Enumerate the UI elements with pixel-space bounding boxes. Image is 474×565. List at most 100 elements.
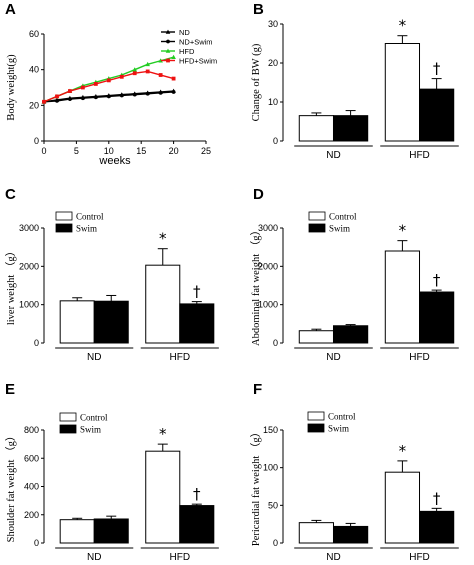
significance-mark: * [399, 442, 407, 460]
bar [419, 291, 455, 344]
bar [179, 505, 215, 544]
data-point [93, 95, 98, 100]
bar [332, 325, 369, 344]
bar [332, 525, 369, 544]
panel-letter-E: E [5, 381, 15, 398]
legend-marker [166, 58, 170, 63]
panel-letter-A: A [5, 1, 16, 18]
data-point [171, 54, 176, 59]
bar [384, 471, 421, 544]
data-point [55, 98, 59, 103]
significance-mark: † [193, 283, 201, 301]
y-tick-label: 0 [34, 538, 39, 548]
y-tick-label: 0 [273, 538, 278, 548]
data-point [119, 93, 124, 98]
category-label: ND [87, 352, 101, 363]
y-tick-label: 400 [24, 482, 39, 492]
y-tick-label: 200 [24, 510, 39, 520]
y-tick-label: 1000 [258, 300, 278, 310]
bar [384, 43, 421, 142]
data-point [55, 94, 59, 99]
bar [298, 115, 334, 142]
bar [179, 303, 215, 344]
bar [59, 519, 95, 544]
bar [93, 300, 129, 344]
data-point [171, 76, 176, 81]
legend-label: HFD [179, 47, 195, 56]
data-point [80, 85, 85, 90]
y-tick-label: 50 [268, 500, 278, 510]
legend-label: HFD+Swim [179, 57, 217, 66]
y-tick-label: 60 [29, 29, 39, 39]
data-point [68, 89, 72, 93]
panel-letter-F: F [253, 381, 262, 398]
legend-swatch [308, 211, 326, 221]
bar [145, 450, 181, 544]
y-tick-label: 100 [263, 463, 278, 473]
data-point [171, 90, 176, 94]
data-point [158, 73, 163, 77]
y-tick-label: 2000 [19, 261, 39, 271]
legend-swatch [59, 424, 77, 434]
y-axis-label: Change of BW (g) [251, 43, 262, 121]
legend-swatch [307, 411, 325, 421]
category-label: HFD [169, 552, 190, 563]
panel-letter-D: D [253, 186, 264, 203]
legend-label: Swim [328, 424, 349, 434]
category-label: HFD [409, 150, 430, 161]
bar [419, 510, 455, 544]
panel-letter-C: C [5, 186, 16, 203]
legend-label: Swim [80, 425, 101, 435]
data-point [132, 71, 137, 76]
data-point [68, 97, 72, 101]
data-point [93, 82, 98, 86]
legend-label: Control [328, 412, 356, 422]
data-point [145, 61, 150, 67]
y-axis-label: Pericardial fat weight （g） [250, 427, 262, 546]
data-point [145, 69, 150, 74]
significance-mark: † [193, 485, 201, 503]
y-tick-label: 800 [24, 425, 39, 435]
legend-label: Control [329, 212, 357, 222]
data-point [132, 67, 138, 72]
legend-marker [165, 29, 171, 34]
data-point [106, 94, 111, 99]
data-point [106, 78, 111, 83]
bar [419, 88, 455, 142]
bar [384, 250, 421, 344]
y-axis-label: Abdominal fat weight （g） [250, 225, 262, 346]
significance-mark: * [159, 230, 167, 248]
y-tick-label: 150 [263, 425, 278, 435]
x-tick-label: 20 [169, 146, 179, 156]
x-tick-label: 10 [104, 146, 114, 156]
y-tick-label: 1000 [19, 300, 39, 310]
y-tick-label: 600 [24, 453, 39, 463]
legend-swatch [307, 423, 325, 433]
significance-mark: * [399, 17, 407, 35]
significance-mark: † [433, 271, 441, 289]
category-label: HFD [169, 352, 190, 363]
data-point [42, 99, 46, 104]
y-tick-label: 10 [268, 97, 278, 107]
data-point [119, 74, 124, 79]
significance-mark: † [433, 60, 441, 78]
y-axis-label: Shoulder fat weight （g） [5, 431, 17, 543]
legend-label: Swim [329, 224, 350, 234]
legend-label: Control [80, 413, 108, 423]
category-label: ND [87, 552, 101, 563]
legend-label: Control [76, 212, 104, 222]
legend-label: Swim [76, 224, 97, 234]
bar [145, 264, 181, 344]
y-tick-label: 40 [29, 65, 39, 75]
y-tick-label: 3000 [19, 223, 39, 233]
x-axis-label: weeks [98, 155, 131, 167]
y-axis-label: liver weight （g） [5, 246, 17, 325]
legend-swatch [55, 223, 73, 233]
legend-label: ND+Swim [179, 38, 213, 47]
bar [298, 330, 334, 344]
legend-marker [165, 48, 171, 53]
bar [93, 518, 129, 544]
y-tick-label: 20 [268, 58, 278, 68]
bar [332, 115, 369, 142]
significance-mark: † [433, 489, 441, 507]
